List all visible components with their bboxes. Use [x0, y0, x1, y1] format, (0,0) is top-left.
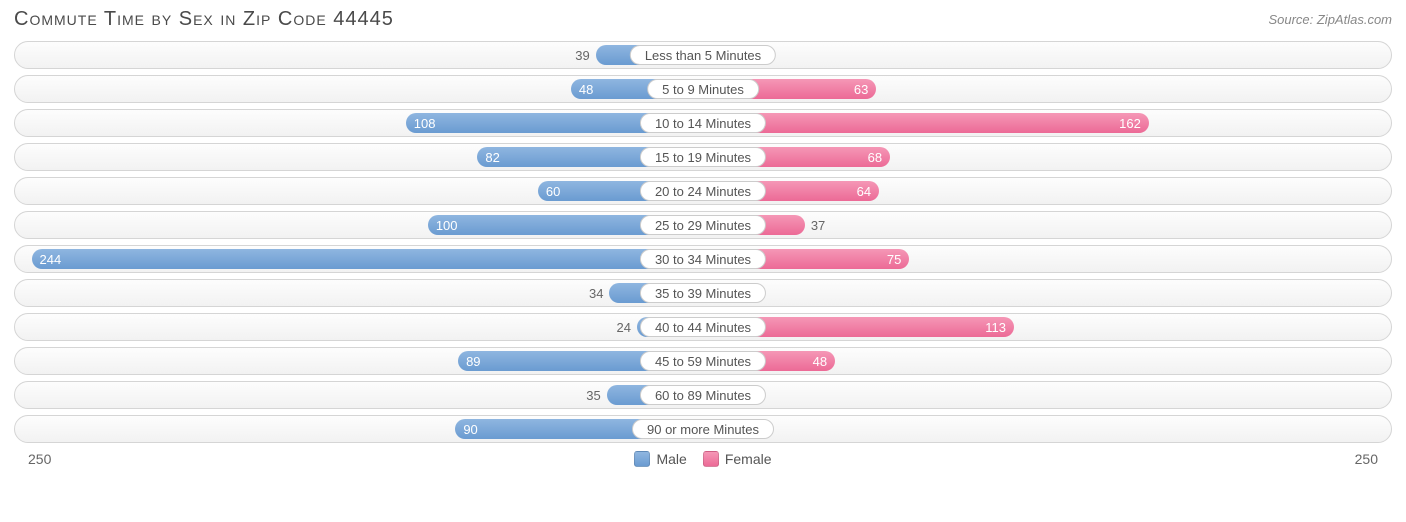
female-value: 162	[1119, 116, 1141, 131]
male-value: 82	[485, 150, 499, 165]
male-value: 39	[569, 48, 595, 63]
category-label: 15 to 19 Minutes	[640, 147, 766, 167]
male-swatch-icon	[634, 451, 650, 467]
female-half: 37	[703, 212, 1391, 238]
category-label: 20 to 24 Minutes	[640, 181, 766, 201]
data-row: 39 3Less than 5 Minutes	[14, 41, 1392, 69]
data-row: 100 37 25 to 29 Minutes	[14, 211, 1392, 239]
category-label: Less than 5 Minutes	[630, 45, 776, 65]
female-half: 75	[703, 246, 1391, 272]
male-half: 39	[15, 42, 703, 68]
legend: Male Female	[634, 451, 771, 467]
data-row: 60 64 20 to 24 Minutes	[14, 177, 1392, 205]
male-half: 108	[15, 110, 703, 136]
chart-header: Commute Time by Sex in Zip Code 44445 So…	[0, 0, 1406, 35]
data-row: 24 113 40 to 44 Minutes	[14, 313, 1392, 341]
male-half: 34	[15, 280, 703, 306]
legend-female-label: Female	[725, 451, 772, 467]
female-half: 68	[703, 144, 1391, 170]
data-row: 34 635 to 39 Minutes	[14, 279, 1392, 307]
female-value: 63	[854, 82, 868, 97]
legend-female: Female	[703, 451, 772, 467]
data-row: 108 162 10 to 14 Minutes	[14, 109, 1392, 137]
male-value: 100	[436, 218, 458, 233]
legend-male-label: Male	[656, 451, 686, 467]
category-label: 40 to 44 Minutes	[640, 317, 766, 337]
category-label: 30 to 34 Minutes	[640, 249, 766, 269]
female-value: 113	[985, 320, 1006, 335]
male-half: 100	[15, 212, 703, 238]
female-bar: 162	[703, 113, 1149, 133]
category-label: 45 to 59 Minutes	[640, 351, 766, 371]
male-value: 35	[580, 388, 606, 403]
male-value: 60	[546, 184, 560, 199]
category-label: 90 or more Minutes	[632, 419, 774, 439]
male-half: 60	[15, 178, 703, 204]
male-half: 24	[15, 314, 703, 340]
male-value: 24	[610, 320, 636, 335]
data-row: 90 590 or more Minutes	[14, 415, 1392, 443]
chart-area: 39 3Less than 5 Minutes 48 63 5 to 9 Minutes…	[0, 35, 1406, 443]
female-half: 6	[703, 280, 1391, 306]
category-label: 35 to 39 Minutes	[640, 283, 766, 303]
female-half: 3	[703, 42, 1391, 68]
data-row: 82 68 15 to 19 Minutes	[14, 143, 1392, 171]
chart-title: Commute Time by Sex in Zip Code 44445	[14, 8, 394, 31]
male-half: 82	[15, 144, 703, 170]
chart-source: Source: ZipAtlas.com	[1268, 12, 1392, 27]
male-value: 244	[40, 252, 62, 267]
data-row: 244 75 30 to 34 Minutes	[14, 245, 1392, 273]
male-half: 48	[15, 76, 703, 102]
male-half: 89	[15, 348, 703, 374]
male-value: 48	[579, 82, 593, 97]
male-value: 89	[466, 354, 480, 369]
category-label: 10 to 14 Minutes	[640, 113, 766, 133]
category-label: 25 to 29 Minutes	[640, 215, 766, 235]
female-half: 64	[703, 178, 1391, 204]
female-value: 48	[813, 354, 827, 369]
female-swatch-icon	[703, 451, 719, 467]
male-half: 35	[15, 382, 703, 408]
data-row: 35 060 to 89 Minutes	[14, 381, 1392, 409]
data-row: 89 48 45 to 59 Minutes	[14, 347, 1392, 375]
legend-male: Male	[634, 451, 686, 467]
axis-left-max: 250	[28, 451, 51, 467]
category-label: 5 to 9 Minutes	[647, 79, 759, 99]
female-value: 75	[887, 252, 901, 267]
female-half: 113	[703, 314, 1391, 340]
female-half: 48	[703, 348, 1391, 374]
data-row: 48 63 5 to 9 Minutes	[14, 75, 1392, 103]
category-label: 60 to 89 Minutes	[640, 385, 766, 405]
male-bar: 244	[32, 249, 703, 269]
female-half: 63	[703, 76, 1391, 102]
axis-right-max: 250	[1355, 451, 1378, 467]
chart-footer: 250 Male Female 250	[0, 449, 1406, 467]
male-half: 90	[15, 416, 703, 442]
male-value: 90	[463, 422, 477, 437]
female-value: 37	[805, 218, 831, 233]
male-value: 108	[414, 116, 436, 131]
female-half: 5	[703, 416, 1391, 442]
male-half: 244	[15, 246, 703, 272]
male-value: 34	[583, 286, 609, 301]
female-half: 162	[703, 110, 1391, 136]
female-value: 64	[857, 184, 871, 199]
female-half: 0	[703, 382, 1391, 408]
female-value: 68	[868, 150, 882, 165]
